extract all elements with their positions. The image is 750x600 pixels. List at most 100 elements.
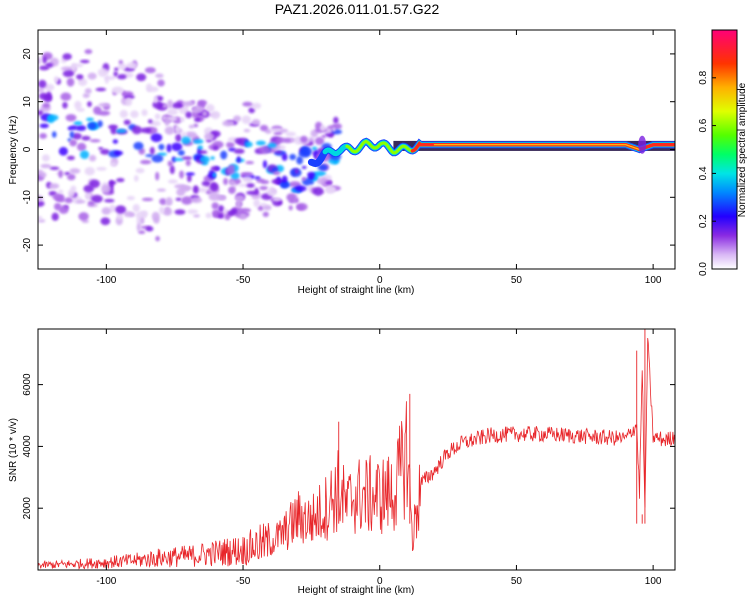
spectral-blob <box>42 102 51 108</box>
x-tick-label: -50 <box>236 275 251 286</box>
spectral-blob <box>186 174 192 183</box>
spectral-blob <box>75 125 87 132</box>
spectral-blob <box>186 131 197 139</box>
spectral-blob <box>257 205 264 211</box>
spectral-blob <box>272 197 282 202</box>
spectral-blob <box>285 131 296 137</box>
spectral-blob <box>141 109 148 117</box>
spectral-blob <box>62 53 72 61</box>
spectral-blob <box>185 159 191 167</box>
spectral-blob <box>38 200 45 207</box>
spectral-blob <box>154 113 161 120</box>
spectral-blob <box>182 101 194 106</box>
spectral-blob <box>77 78 88 86</box>
x-tick-label: 100 <box>645 576 662 587</box>
spectral-blob <box>140 217 145 224</box>
colorbar: 0.0 0.2 0.4 0.6 0.8 Normalized spectral ampl… <box>698 29 748 276</box>
spectral-blob <box>72 132 82 140</box>
spectral-blob <box>183 186 193 190</box>
spectral-blob <box>295 202 308 211</box>
spectral-blob <box>76 200 86 204</box>
spectral-blob <box>262 160 268 169</box>
spectral-blob <box>151 154 164 163</box>
spectral-blob <box>201 110 208 117</box>
spectral-blob <box>223 208 229 215</box>
spectral-blob <box>84 49 93 55</box>
spectral-blob <box>79 150 90 159</box>
spectral-blob <box>118 60 123 65</box>
y-tick-label: 2000 <box>22 497 33 520</box>
spectral-blob <box>241 115 251 124</box>
spectral-blob <box>300 135 308 143</box>
spectral-blob <box>100 217 111 226</box>
spectral-blob <box>181 196 193 205</box>
spectral-blob <box>179 170 184 179</box>
spectral-blob <box>281 175 288 185</box>
spectral-blob <box>222 120 235 127</box>
spectral-blob <box>104 76 116 80</box>
spectral-blob <box>101 184 112 194</box>
snr-marks <box>38 329 675 570</box>
y-tick-label: 4000 <box>22 435 33 458</box>
y-tick-label: 20 <box>22 48 33 60</box>
spectral-blob <box>169 165 175 175</box>
snr-frame <box>37 328 676 571</box>
spectral-blob <box>66 77 75 87</box>
spectral-blob <box>311 146 318 151</box>
spectral-blob <box>223 177 229 186</box>
spectral-blob <box>149 146 155 155</box>
spectral-blob <box>116 178 125 183</box>
spectral-blob <box>66 155 75 161</box>
spectral-blob <box>244 141 253 148</box>
spectral-blob <box>84 191 92 200</box>
spectral-blob <box>245 161 255 165</box>
spectral-blob <box>141 197 154 202</box>
spectral-blob <box>319 125 326 132</box>
spectral-blob <box>243 129 251 133</box>
spectral-blob <box>174 184 186 189</box>
spectral-blob <box>98 147 104 151</box>
spectral-blob <box>38 79 47 89</box>
spectral-blob <box>69 139 78 147</box>
spectral-blob <box>233 115 242 122</box>
spectral-blob <box>87 122 97 130</box>
spectral-blob <box>139 159 152 165</box>
spectral-blob <box>49 166 60 170</box>
spectral-blob <box>333 159 338 164</box>
spectral-blob <box>46 115 55 124</box>
spectral-blob <box>255 140 266 146</box>
spectral-blob <box>185 172 195 176</box>
spectral-blob <box>73 121 83 126</box>
spectral-blob <box>64 171 71 176</box>
spectral-blob <box>96 166 107 171</box>
spectral-blob <box>280 182 291 188</box>
spectral-blob <box>98 110 111 116</box>
spectral-blob <box>126 195 135 201</box>
spectrogram-ylabel: Frequency (Hz) <box>8 116 19 185</box>
spectral-blob <box>117 74 127 80</box>
spectral-blob <box>181 136 191 145</box>
spectral-blob <box>156 188 166 192</box>
spectral-blob <box>296 156 304 165</box>
spectral-blob <box>110 126 117 135</box>
colorbar-tick-label: 0.0 <box>698 262 709 276</box>
spectral-blob <box>39 172 47 178</box>
spectral-blob <box>294 197 299 204</box>
spectral-blob <box>72 63 84 68</box>
spectral-blob <box>239 208 252 213</box>
spectral-blob <box>145 83 153 93</box>
colorbar-tick-label: 0.6 <box>698 118 709 132</box>
spectral-blob <box>171 142 183 152</box>
spectral-blob <box>79 59 90 64</box>
spectral-blob <box>45 62 54 68</box>
spectral-blob <box>144 67 156 74</box>
spectral-blob <box>197 99 208 106</box>
spectral-blob <box>91 194 103 203</box>
spectral-blob <box>130 110 139 119</box>
spectral-blob <box>116 128 127 134</box>
spectral-blob <box>159 198 167 205</box>
spectral-blob <box>40 163 52 169</box>
spectral-blob <box>180 117 185 122</box>
spectral-blob <box>253 199 261 208</box>
spectral-blob <box>205 212 213 219</box>
